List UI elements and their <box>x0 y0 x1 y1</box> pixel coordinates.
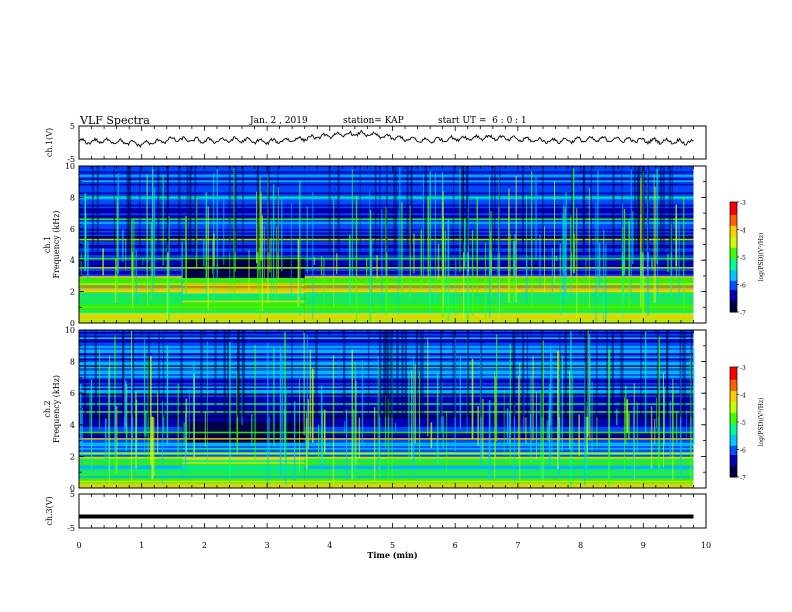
y-tick-label: 5 <box>70 490 75 499</box>
y-tick-label: 10 <box>65 326 75 335</box>
start-ut-label: start UT = 6 : 0 : 1 <box>438 116 527 126</box>
y-axis-label: ch.3(V) <box>45 496 54 525</box>
y-tick-label: 6 <box>70 225 75 234</box>
colorbar-tick-label: -7 <box>740 310 746 317</box>
colorbar-tick-label: -4 <box>740 228 746 235</box>
y-tick-label: 8 <box>70 193 75 202</box>
y-tick-label: -5 <box>67 524 75 533</box>
y-tick-label: 4 <box>70 421 75 430</box>
station-label: station= KAP <box>343 116 404 126</box>
date-label: Jan. 2 , 2019 <box>250 116 308 126</box>
x-tick-label: 9 <box>641 541 646 550</box>
y-axis-label: ch.1(V) <box>45 128 54 157</box>
x-tick-label: 0 <box>76 541 81 550</box>
colorbar-tick-label: -6 <box>740 283 746 290</box>
y-tick-label: 0 <box>70 319 75 328</box>
y-axis-label: ch.1 <box>43 236 52 253</box>
y-tick-label: 2 <box>70 288 75 297</box>
y-tick-label: 2 <box>70 452 75 461</box>
panel-frame-4 <box>78 493 707 529</box>
x-tick-label: 5 <box>390 541 395 550</box>
colorbar-tick-label: -4 <box>740 393 746 400</box>
y-tick-label: 5 <box>70 122 75 131</box>
x-tick-label: 4 <box>327 541 332 550</box>
y-tick-label: 0 <box>70 484 75 493</box>
y-tick-label: 10 <box>65 162 75 171</box>
x-tick-label: 6 <box>453 541 458 550</box>
x-axis-label: Time (min) <box>367 550 417 560</box>
ch1-waveform-line <box>78 129 694 149</box>
y-tick-label: 4 <box>70 256 75 265</box>
colorbar-tick-label: -5 <box>740 255 746 262</box>
y-tick-label: -5 <box>67 155 75 164</box>
colorbar-tick-label: -5 <box>740 420 746 427</box>
y-tick-label: 6 <box>70 389 75 398</box>
colorbar-label: log(PSD)(V²/Hz) <box>758 398 765 447</box>
y-tick-label: 8 <box>70 358 75 367</box>
plot-title: VLF Spectra <box>80 114 150 127</box>
x-tick-label: 10 <box>701 541 711 550</box>
x-tick-label: 8 <box>578 541 583 550</box>
y-axis-label: Frequency (kHz) <box>52 210 61 278</box>
x-tick-label: 2 <box>202 541 207 550</box>
x-tick-label: 3 <box>265 541 270 550</box>
y-axis-label: Frequency (kHz) <box>52 375 61 443</box>
colorbar-label: log(PSD)(V²/Hz) <box>758 233 765 282</box>
colorbar-tick-label: -3 <box>740 200 746 207</box>
colorbar-tick-label: -7 <box>740 475 746 482</box>
colorbar-tick-label: -6 <box>740 448 746 455</box>
y-axis-label: ch.2 <box>43 400 52 417</box>
x-tick-label: 1 <box>139 541 144 550</box>
colorbar-tick-label: -3 <box>740 365 746 372</box>
x-tick-label: 7 <box>515 541 520 550</box>
